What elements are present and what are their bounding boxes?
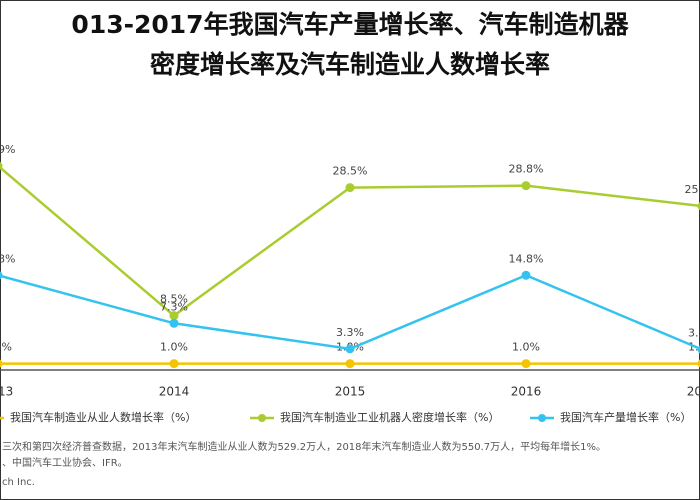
point	[0, 359, 3, 368]
data-label: 14.8%	[0, 252, 15, 265]
point	[345, 183, 355, 193]
data-label: 3.3%	[336, 326, 364, 339]
data-label: 28.8%	[509, 163, 544, 176]
x-tick-label: 2014	[159, 385, 190, 399]
x-tick-label: 2015	[335, 385, 366, 399]
point	[345, 359, 355, 369]
legend-label: 我国汽车制造业从业人数增长率（%）	[10, 410, 196, 424]
x-tick-label: 2017	[687, 385, 700, 399]
x-tick-label: 2016	[511, 385, 542, 399]
point	[0, 161, 3, 170]
point	[521, 181, 531, 191]
legend-label: 我国汽车产量增长率（%）	[560, 410, 691, 424]
chart-title: 013-2017年我国汽车产量增长率、汽车制造机器	[71, 10, 629, 39]
data-label: 28.5%	[333, 165, 368, 178]
legend-label: 我国汽车制造业工业机器人密度增长率（%）	[280, 410, 499, 424]
data-label: 31.9%	[0, 143, 15, 156]
data-label: 14.8%	[509, 252, 544, 265]
data-label: 1.0%	[0, 341, 12, 354]
point	[0, 271, 3, 280]
data-label: 7.3%	[160, 300, 188, 313]
x-tick-label: 2013	[0, 385, 13, 399]
point	[169, 359, 179, 369]
legend-marker	[258, 414, 266, 422]
point	[169, 311, 179, 321]
chart-title: 密度增长率及汽车制造业人数增长率	[150, 50, 550, 79]
point	[345, 344, 355, 354]
data-label: 25.6%	[685, 183, 700, 196]
data-label: 1.0%	[512, 341, 540, 354]
point	[169, 318, 179, 328]
point	[521, 270, 531, 280]
point	[697, 202, 700, 211]
note: 三次和第四次经济普查数据，2013年末汽车制造业从业人数为529.2万人，201…	[2, 440, 606, 453]
note: ch Inc.	[2, 477, 35, 488]
data-label: 3.2%	[688, 327, 700, 340]
point	[697, 345, 700, 354]
data-label: 1.0%	[160, 341, 188, 354]
legend-marker	[538, 414, 546, 422]
data-label: 8.5%	[160, 293, 188, 306]
point	[521, 359, 531, 369]
point	[697, 359, 700, 368]
note: 、中国汽车工业协会、IFR。	[2, 456, 128, 469]
